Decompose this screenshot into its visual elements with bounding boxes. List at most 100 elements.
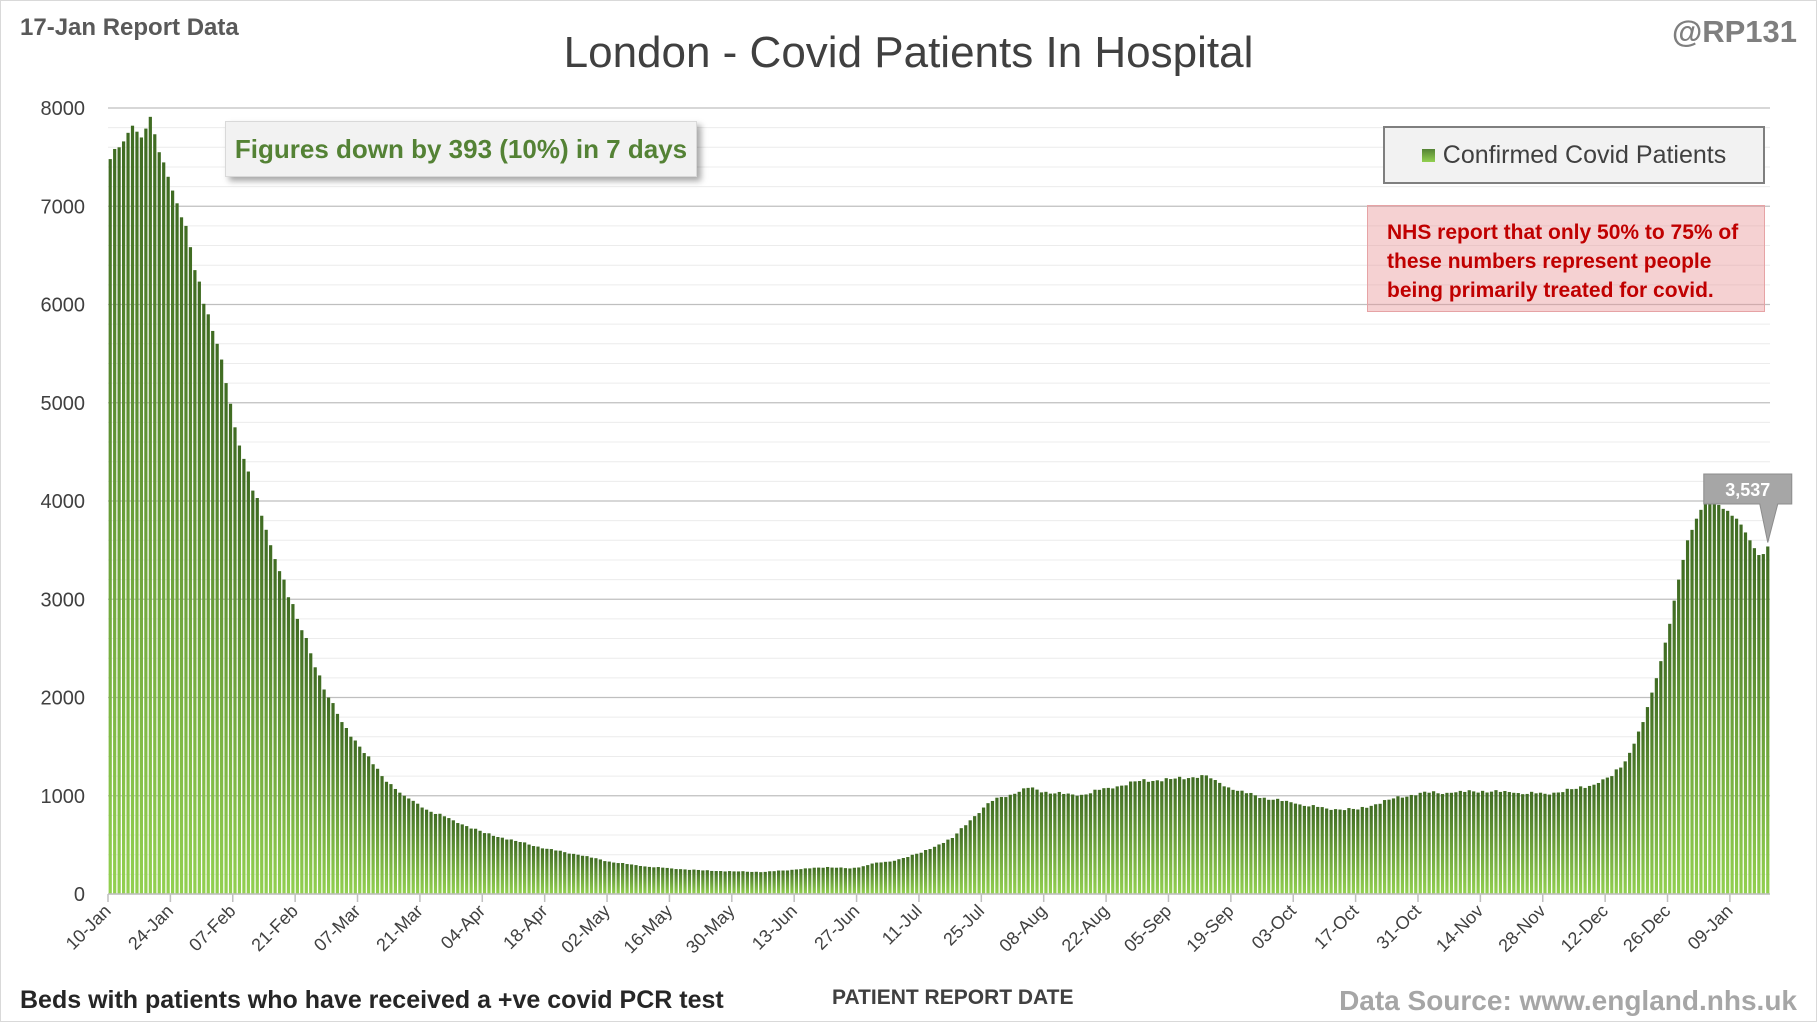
x-tick-label: 03-Oct (1248, 901, 1300, 953)
data-bar (1155, 780, 1159, 894)
y-tick-label: 8000 (41, 98, 86, 120)
data-bar (193, 270, 197, 894)
data-bar (1623, 761, 1627, 894)
data-bar (144, 128, 148, 894)
x-tick-label: 14-Nov (1432, 901, 1487, 956)
data-bar (465, 826, 469, 894)
data-bar (1035, 789, 1039, 894)
data-bar (1169, 779, 1173, 894)
data-bar (1267, 799, 1271, 894)
data-bar (353, 740, 357, 894)
data-bar (473, 828, 478, 894)
data-bar (1066, 793, 1070, 894)
data-label-callout: 3,537 (1703, 473, 1793, 543)
data-bar (1730, 515, 1734, 894)
data-bar (576, 854, 580, 894)
data-bar (665, 867, 669, 894)
data-bar (260, 515, 264, 894)
data-bar (563, 852, 567, 894)
data-bar (433, 813, 438, 894)
x-tick-label: 27-Jun (810, 901, 863, 954)
data-bar (572, 853, 576, 894)
data-bar (1672, 600, 1676, 894)
data-bar (393, 788, 398, 894)
data-bar (941, 842, 946, 894)
x-tick-label: 22-Aug (1058, 901, 1113, 956)
data-bar (1097, 789, 1102, 894)
data-bar (1209, 778, 1213, 894)
data-bar (866, 865, 870, 894)
data-bar (313, 667, 317, 894)
data-bar (950, 837, 954, 894)
data-bar (1071, 794, 1075, 894)
data-bar (509, 839, 513, 894)
data-bar (1262, 797, 1266, 894)
data-bar (1271, 799, 1275, 894)
data-bar (1717, 504, 1721, 894)
data-bar (1088, 793, 1093, 894)
data-bar (269, 545, 273, 894)
data-bar (1030, 787, 1035, 894)
data-bar (407, 798, 411, 894)
data-bar (745, 871, 750, 894)
data-bar (108, 159, 112, 895)
data-bar (113, 148, 117, 895)
data-bar (558, 850, 562, 894)
data-bar (1400, 797, 1405, 894)
data-bar (531, 846, 536, 894)
data-bar (1093, 789, 1097, 894)
data-bar (1628, 752, 1632, 894)
data-bar (1449, 792, 1454, 894)
data-bar (1057, 791, 1061, 894)
data-bar (1498, 791, 1503, 894)
data-bar (246, 471, 250, 894)
data-bar (1039, 792, 1044, 894)
data-bar (647, 866, 651, 894)
data-bar (674, 869, 678, 894)
data-bar (1378, 803, 1382, 894)
data-bar (1614, 769, 1618, 894)
data-bar (1151, 780, 1155, 894)
data-bar (162, 162, 166, 895)
x-tick-label: 17-Oct (1310, 901, 1362, 953)
data-bar (968, 820, 972, 894)
data-bar (723, 871, 727, 894)
data-bar (1766, 546, 1770, 894)
data-bar (1485, 792, 1489, 894)
data-bar (500, 837, 504, 894)
data-source: Data Source: www.england.nhs.uk (1339, 985, 1797, 1016)
data-bar (460, 824, 464, 894)
data-bar (830, 867, 834, 894)
data-bar (148, 116, 152, 894)
data-bar (1289, 802, 1293, 894)
data-bar (1458, 790, 1462, 894)
data-bar (870, 863, 874, 894)
data-bar (1311, 805, 1315, 894)
data-bar (1440, 794, 1445, 894)
data-bar (1619, 767, 1623, 894)
y-tick-label: 7000 (41, 196, 86, 218)
data-bar (763, 871, 767, 894)
data-bar (946, 839, 950, 894)
data-bar (1685, 540, 1690, 894)
data-bar (803, 868, 807, 894)
data-bar (1258, 798, 1262, 894)
data-bar (411, 800, 415, 894)
data-bar (402, 795, 406, 894)
data-bar (487, 833, 491, 894)
data-bar (1636, 731, 1641, 894)
data-bar (776, 870, 781, 894)
x-tick-label: 24-Jan (124, 901, 177, 954)
data-bar (1240, 790, 1244, 894)
data-bar (937, 844, 941, 894)
data-bar (995, 797, 999, 894)
data-bar (1668, 623, 1672, 894)
data-bar (1137, 781, 1142, 894)
nhs-note-line-2: these numbers represent people (1387, 250, 1712, 273)
x-tick-label: 31-Oct (1372, 901, 1424, 953)
data-bar (1503, 790, 1507, 894)
data-bar (910, 854, 914, 894)
x-tick-label: 09-Jan (1684, 901, 1737, 954)
data-bar (1048, 793, 1052, 894)
data-bar (175, 203, 179, 895)
